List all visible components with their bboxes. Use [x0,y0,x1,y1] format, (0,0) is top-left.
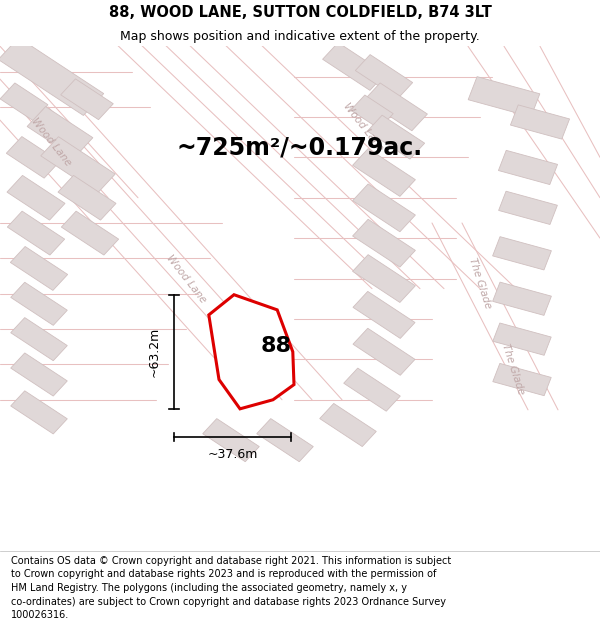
Polygon shape [7,211,65,255]
Polygon shape [203,419,259,462]
Polygon shape [493,323,551,355]
Polygon shape [61,211,119,255]
Polygon shape [58,176,116,220]
Polygon shape [0,83,48,121]
Polygon shape [353,291,415,338]
Polygon shape [499,191,557,224]
Polygon shape [10,246,68,291]
Polygon shape [367,115,425,159]
Text: Wood Lane: Wood Lane [164,253,208,304]
Polygon shape [11,318,67,361]
Polygon shape [257,419,313,462]
Polygon shape [353,149,415,196]
Polygon shape [499,151,557,184]
Polygon shape [493,282,551,316]
Polygon shape [7,136,59,178]
Polygon shape [344,368,400,411]
Text: Map shows position and indicative extent of the property.: Map shows position and indicative extent… [120,29,480,42]
Polygon shape [365,83,427,131]
Polygon shape [493,363,551,396]
Polygon shape [209,295,294,409]
Polygon shape [511,105,569,139]
Polygon shape [353,219,415,267]
Text: The Glade: The Glade [500,342,526,396]
Polygon shape [0,38,104,116]
Polygon shape [61,79,113,119]
Text: to Crown copyright and database rights 2023 and is reproduced with the permissio: to Crown copyright and database rights 2… [11,569,436,579]
Text: Wood Lane: Wood Lane [29,116,73,168]
Polygon shape [11,282,67,326]
Polygon shape [11,391,67,434]
Text: ~37.6m: ~37.6m [208,448,257,461]
Text: HM Land Registry. The polygons (including the associated geometry, namely x, y: HM Land Registry. The polygons (includin… [11,583,407,593]
Polygon shape [11,353,67,396]
Polygon shape [355,54,413,99]
Text: 88, WOOD LANE, SUTTON COLDFIELD, B74 3LT: 88, WOOD LANE, SUTTON COLDFIELD, B74 3LT [109,6,491,21]
Polygon shape [353,184,415,232]
Polygon shape [353,254,415,302]
Text: ~725m²/~0.179ac.: ~725m²/~0.179ac. [177,135,423,159]
Polygon shape [351,95,393,129]
Polygon shape [41,137,115,193]
Text: ~63.2m: ~63.2m [148,327,161,377]
Text: 100026316.: 100026316. [11,610,69,620]
Text: Contains OS data © Crown copyright and database right 2021. This information is : Contains OS data © Crown copyright and d… [11,556,451,566]
Polygon shape [493,237,551,270]
Polygon shape [353,328,415,375]
Text: The Glade: The Glade [467,257,493,310]
Polygon shape [323,42,385,91]
Polygon shape [7,176,65,220]
Polygon shape [27,107,93,158]
Text: 88: 88 [260,336,292,356]
Polygon shape [468,77,540,117]
Polygon shape [320,404,376,446]
Text: co-ordinates) are subject to Crown copyright and database rights 2023 Ordnance S: co-ordinates) are subject to Crown copyr… [11,597,446,607]
Text: Wood Lane: Wood Lane [341,101,385,153]
